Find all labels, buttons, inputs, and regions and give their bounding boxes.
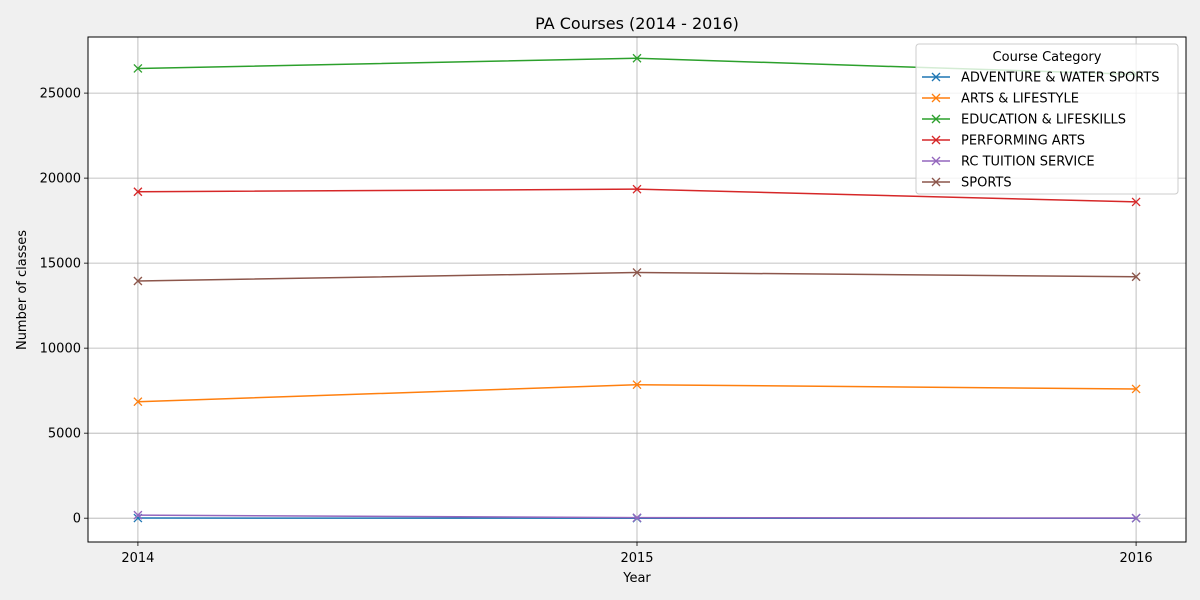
legend-label: RC TUITION SERVICE [961, 155, 1095, 170]
legend-label: SPORTS [961, 176, 1012, 191]
y-tick-label: 20000 [40, 172, 81, 187]
legend-marker [931, 135, 941, 145]
legend-label: EDUCATION & LIFESKILLS [961, 113, 1126, 128]
data-point [133, 397, 143, 407]
marker-stroke [931, 93, 941, 103]
series-rc-tuition-service [133, 510, 1141, 523]
marker-stroke [1131, 272, 1141, 282]
x-tick-label: 2014 [121, 551, 154, 566]
legend: Course Category ADVENTURE & WATER SPORTS… [915, 43, 1179, 195]
marker-stroke [1131, 197, 1141, 207]
marker-stroke [133, 397, 143, 407]
marker-stroke [133, 510, 143, 520]
series-sports [133, 268, 1141, 286]
marker-stroke [931, 156, 941, 166]
marker-stroke [1131, 384, 1141, 394]
legend-marker [931, 93, 941, 103]
y-tick-label: 15000 [40, 257, 81, 272]
legend-item: PERFORMING ARTS [922, 134, 1085, 149]
axes: 2014 2015 2016 0 5000 10000 15000 20000 25000 [40, 87, 1153, 566]
data-point [1131, 197, 1141, 207]
marker-stroke [931, 177, 941, 187]
series-arts-lifestyle [133, 380, 1141, 407]
legend-item: ADVENTURE & WATER SPORTS [922, 71, 1160, 86]
data-point [1131, 272, 1141, 282]
legend-item: SPORTS [922, 176, 1012, 191]
chart-title: PA Courses (2014 - 2016) [535, 14, 739, 33]
legend-label: ADVENTURE & WATER SPORTS [961, 71, 1160, 86]
marker-stroke [1131, 513, 1141, 523]
data-point [632, 268, 642, 277]
marker-stroke [632, 53, 642, 63]
legend-item: EDUCATION & LIFESKILLS [922, 113, 1126, 128]
y-tick-label: 25000 [40, 87, 81, 102]
legend-item: ARTS & LIFESTYLE [922, 92, 1079, 107]
data-point [133, 187, 143, 197]
x-tick-label: 2016 [1120, 551, 1153, 566]
legend-box [915, 43, 1179, 195]
legend-marker [931, 177, 941, 187]
y-tick-label: 10000 [40, 342, 81, 357]
y-axis-label: Number of classes [15, 230, 30, 350]
marker-stroke [931, 135, 941, 145]
marker-stroke [632, 380, 642, 390]
marker-stroke [632, 268, 642, 277]
marker-stroke [632, 184, 642, 194]
legend-items: ADVENTURE & WATER SPORTS ARTS & LIFESTYLE… [922, 71, 1160, 191]
legend-marker [931, 156, 941, 166]
legend-marker [931, 114, 941, 124]
series-layer [133, 53, 1141, 523]
data-point [133, 63, 143, 73]
data-point [632, 513, 642, 523]
data-point [133, 510, 143, 520]
marker-stroke [931, 72, 941, 82]
data-point [632, 53, 642, 63]
marker-stroke [133, 187, 143, 197]
series-performing-arts [133, 184, 1141, 207]
data-point [632, 380, 642, 390]
marker-stroke [133, 63, 143, 73]
legend-marker [931, 72, 941, 82]
data-point [133, 276, 143, 286]
x-tick-label: 2015 [620, 551, 653, 566]
marker-stroke [931, 114, 941, 124]
data-point [1131, 513, 1141, 523]
marker-stroke [133, 276, 143, 286]
legend-item: RC TUITION SERVICE [922, 155, 1095, 170]
y-tick-label: 0 [73, 512, 81, 527]
marker-stroke [632, 513, 642, 523]
data-point [1131, 384, 1141, 394]
y-tick-label: 5000 [48, 427, 81, 442]
x-axis-label: Year [622, 571, 651, 586]
legend-label: ARTS & LIFESTYLE [961, 92, 1079, 107]
legend-label: PERFORMING ARTS [961, 134, 1085, 149]
data-point [632, 184, 642, 194]
legend-title: Course Category [993, 50, 1102, 65]
